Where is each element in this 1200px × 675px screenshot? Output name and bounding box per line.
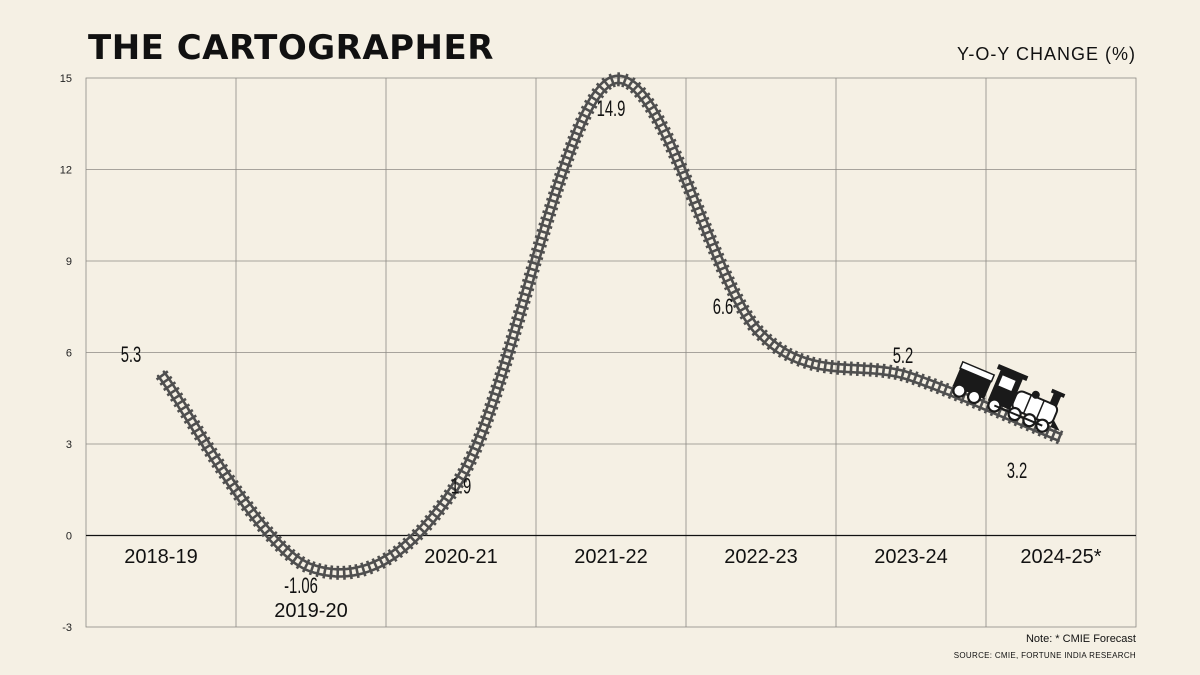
boiler-band (1035, 400, 1045, 420)
cab-window (998, 375, 1016, 391)
data-labels: 5.3 -1.06 1.9 14.9 6.6 5.2 3.2 (121, 96, 1028, 598)
data-label: 5.3 (121, 342, 142, 367)
x-tick-label: 2018-19 (124, 546, 197, 568)
x-tick-label: 2022-23 (724, 546, 797, 568)
boiler-band (1022, 394, 1033, 414)
data-label: 6.6 (713, 294, 734, 319)
coupling-rod (993, 404, 1043, 427)
chimney-cap (1050, 388, 1066, 398)
x-tick-label: 2020-21 (424, 546, 497, 568)
wheel (952, 383, 967, 398)
y-tick-label: 3 (66, 439, 72, 451)
data-label: 14.9 (597, 96, 626, 121)
x-tick-label: 2019-20 (274, 600, 347, 622)
data-label: -1.06 (284, 573, 318, 598)
data-label: 1.9 (451, 474, 472, 499)
data-label: 3.2 (1007, 458, 1028, 483)
locomotive (952, 360, 1066, 433)
data-label: 5.2 (893, 343, 914, 368)
railway-track-line (155, 72, 1064, 580)
steam-dome (1031, 390, 1040, 399)
y-axis-unit-label: Y-O-Y CHANGE (%) (956, 44, 1136, 64)
x-axis-ticks: 2018-19 2019-20 2020-21 2021-22 2022-23 2023-… (124, 546, 1102, 622)
cowcatcher (1050, 419, 1060, 431)
tender (952, 367, 992, 399)
grid (85, 77, 1137, 628)
y-tick-label: 9 (66, 256, 72, 268)
y-tick-label: 15 (60, 73, 72, 85)
track-rail (156, 81, 1060, 578)
y-tick-label: -3 (62, 622, 72, 634)
x-tick-label: 2023-24 (874, 546, 947, 568)
wheel (966, 389, 982, 405)
cab-roof (996, 363, 1029, 382)
track-rail (162, 74, 1063, 571)
locomotive-icon (952, 360, 1066, 433)
y-tick-label: 0 (66, 531, 72, 543)
source-credit: SOURCE: CMIE, FORTUNE INDIA RESEARCH (953, 651, 1136, 660)
tender-coal (959, 360, 996, 383)
chart-title: THE CARTOGRAPHER (88, 28, 494, 68)
x-tick-label: 2021-22 (574, 546, 647, 568)
y-tick-label: 6 (66, 348, 72, 360)
y-tick-label: 12 (60, 165, 72, 177)
y-axis-ticks: -3 0 3 6 9 12 15 (60, 73, 72, 634)
x-tick-label: 2024-25* (1020, 546, 1101, 568)
footnote: Note: * CMIE Forecast (1025, 633, 1136, 645)
